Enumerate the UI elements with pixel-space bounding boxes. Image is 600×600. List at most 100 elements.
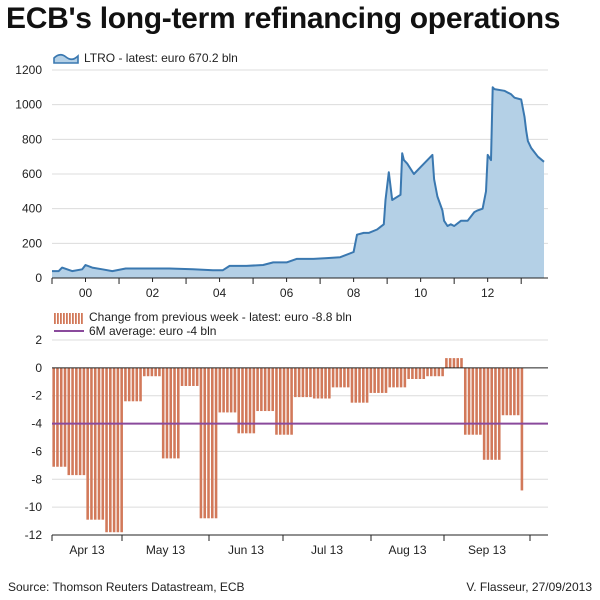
bar <box>471 367 475 435</box>
bar <box>93 367 97 520</box>
bar <box>426 367 429 377</box>
bar <box>139 367 142 402</box>
bar <box>309 367 312 398</box>
bar <box>305 367 308 398</box>
x-tick-label: 10 <box>414 286 428 300</box>
y-tick-label: -10 <box>25 500 43 514</box>
legend-swatch-stripe <box>81 313 83 324</box>
bar <box>301 367 305 398</box>
bar <box>150 367 154 377</box>
bar <box>169 367 173 459</box>
bar <box>226 367 229 413</box>
bar <box>312 367 316 399</box>
legend-swatch-change <box>54 313 83 324</box>
bar <box>210 367 214 519</box>
y-tick-label: 400 <box>22 202 42 216</box>
bar <box>233 367 237 413</box>
bar <box>388 367 392 388</box>
legend-label-ltro: LTRO - latest: euro 670.2 bln <box>84 51 238 65</box>
bar <box>263 367 267 412</box>
bar <box>479 367 482 435</box>
bar <box>475 367 478 435</box>
bar <box>490 367 493 460</box>
x-tick-label: May 13 <box>146 543 186 557</box>
top-axes: 0 200 400 600 800 1000 1200 00 02 04 06 08 10 12 <box>15 63 548 300</box>
y-tick-label: 0 <box>35 271 42 285</box>
legend-swatch-stripe <box>54 313 56 324</box>
y-tick-label: 800 <box>22 132 42 146</box>
bar <box>109 367 112 533</box>
bar <box>222 367 225 413</box>
legend-swatch-stripe <box>66 313 68 324</box>
chart-title: ECB's long-term refinancing operations <box>6 2 561 35</box>
bar <box>75 367 78 476</box>
bar <box>135 367 139 402</box>
top-chart: 0 200 400 600 800 1000 1200 00 02 04 06 08 10 12 LTRO… <box>15 51 548 300</box>
bar <box>418 367 422 379</box>
bar <box>97 367 101 520</box>
bar <box>430 367 433 377</box>
bar <box>67 367 71 476</box>
legend-swatch-stripe <box>57 313 59 324</box>
bar <box>365 367 369 403</box>
y-tick-label: 200 <box>22 236 42 250</box>
bar <box>131 367 135 402</box>
top-gridlines <box>52 69 548 244</box>
bar <box>482 367 486 460</box>
bar <box>422 367 426 379</box>
bar <box>433 367 437 377</box>
bar <box>497 367 501 460</box>
x-tick-label: 08 <box>347 286 361 300</box>
bar <box>437 367 441 377</box>
bar <box>339 367 342 388</box>
bar <box>377 367 380 393</box>
bar <box>494 367 497 460</box>
bar <box>452 358 456 368</box>
bar <box>237 367 240 434</box>
bar <box>120 367 123 533</box>
x-tick-label: Apr 13 <box>69 543 105 557</box>
bar <box>505 367 509 416</box>
bar <box>403 367 407 388</box>
bar <box>184 367 188 386</box>
y-tick-label: 600 <box>22 167 42 181</box>
bar <box>448 358 452 368</box>
bar <box>260 367 263 412</box>
bar <box>59 367 63 467</box>
bar <box>384 367 388 393</box>
bar <box>86 367 89 520</box>
ltro-line <box>52 86 545 273</box>
x-tick-label: 06 <box>280 286 294 300</box>
bar <box>358 367 361 403</box>
bar <box>467 367 471 435</box>
bar <box>214 367 218 519</box>
legend-swatch-stripe <box>63 313 65 324</box>
bar <box>218 367 222 413</box>
bar <box>112 367 116 533</box>
bar <box>501 367 505 416</box>
bar <box>180 367 184 386</box>
y-tick-label: 1000 <box>15 98 42 112</box>
bar <box>173 367 176 459</box>
bar <box>154 367 157 377</box>
bar <box>290 367 293 435</box>
y-tick-label: -6 <box>31 444 42 458</box>
source-note: Source: Thomson Reuters Datastream, ECB <box>8 580 245 594</box>
ltro-area-series <box>52 86 545 278</box>
bar <box>101 367 105 520</box>
legend-swatch-stripe <box>78 313 80 324</box>
bar <box>275 367 278 435</box>
bar <box>320 367 324 399</box>
bar <box>282 367 286 435</box>
bar <box>161 367 165 459</box>
bar <box>143 367 146 377</box>
bar <box>256 367 259 412</box>
x-tick-label: 04 <box>213 286 227 300</box>
bar <box>316 367 320 399</box>
bar <box>158 367 161 377</box>
bar <box>199 367 203 519</box>
bar <box>350 367 354 403</box>
bar <box>399 367 403 388</box>
bar <box>362 367 365 403</box>
legend-swatch-stripe <box>60 313 62 324</box>
